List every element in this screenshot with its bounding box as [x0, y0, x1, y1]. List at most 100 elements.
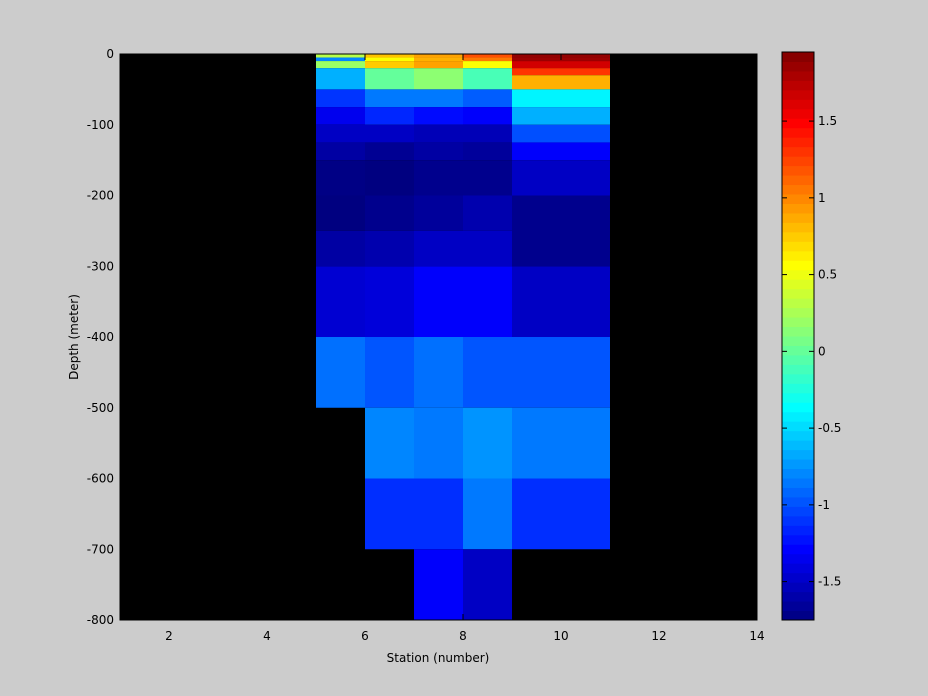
- colorbar-band: [782, 269, 814, 280]
- heatmap-cell: [463, 407, 512, 479]
- heatmap-cell: [365, 54, 414, 58]
- colorbar-band: [782, 260, 814, 271]
- heatmap-cell: [365, 61, 414, 69]
- heatmap-cell: [414, 142, 463, 161]
- x-tick-label: 14: [749, 629, 764, 643]
- heatmap-cell: [463, 107, 512, 125]
- heatmap-cell: [414, 549, 463, 620]
- colorbar-band: [782, 250, 814, 261]
- heatmap-cell: [512, 160, 610, 196]
- heatmap-cell: [512, 266, 610, 337]
- colorbar-band: [782, 127, 814, 138]
- heatmap-cell: [463, 57, 512, 62]
- colorbar-tick-label: -1.5: [818, 575, 841, 589]
- colorbar-band: [782, 430, 814, 441]
- colorbar-band: [782, 563, 814, 574]
- colorbar-band: [782, 459, 814, 470]
- heatmap-cell: [512, 407, 610, 479]
- colorbar-band: [782, 572, 814, 583]
- y-tick-label: -500: [87, 401, 114, 415]
- y-axis-label: Depth (meter): [67, 294, 81, 380]
- heatmap-cell: [316, 61, 365, 69]
- heatmap-cell: [512, 195, 610, 267]
- colorbar-band: [782, 591, 814, 602]
- heatmap-cell: [512, 75, 610, 90]
- heatmap-cell: [316, 142, 365, 161]
- colorbar-band: [782, 118, 814, 129]
- heatmap-cell: [463, 54, 512, 58]
- colorbar-band: [782, 288, 814, 299]
- x-tick-label: 4: [263, 629, 271, 643]
- colorbar-band: [782, 156, 814, 167]
- heatmap-cell: [414, 68, 463, 90]
- heatmap-cell: [414, 107, 463, 125]
- colorbar-band: [782, 80, 814, 91]
- colorbar-band: [782, 146, 814, 157]
- heatmap-cell: [316, 266, 365, 337]
- colorbar-band: [782, 515, 814, 526]
- colorbar-band: [782, 383, 814, 394]
- heatmap-cell: [463, 478, 512, 550]
- heatmap-cell: [512, 142, 610, 161]
- colorbar-band: [782, 326, 814, 337]
- colorbar-band: [782, 70, 814, 81]
- heatmap-cell: [463, 337, 512, 408]
- colorbar-band: [782, 99, 814, 110]
- colorbar-band: [782, 525, 814, 536]
- y-tick-label: -400: [87, 330, 114, 344]
- heatmap-cell: [463, 230, 512, 267]
- heatmap-cell: [414, 124, 463, 143]
- heatmap-cell: [463, 68, 512, 90]
- colorbar-band: [782, 468, 814, 479]
- heatmap-cells: [316, 54, 610, 620]
- colorbar-band: [782, 61, 814, 72]
- y-axis-ticks: 0 -100 -200 -300 -400 -500 -600 -700 -800: [87, 47, 757, 627]
- colorbar-band: [782, 553, 814, 564]
- colorbar-tick-label: 1: [818, 191, 826, 205]
- heatmap-cell: [316, 160, 365, 196]
- heatmap-cell: [414, 266, 463, 337]
- x-tick-label: 2: [165, 629, 173, 643]
- y-tick-label: -100: [87, 118, 114, 132]
- colorbar-band: [782, 354, 814, 365]
- heatmap-cell: [414, 89, 463, 108]
- heatmap-cell: [414, 195, 463, 231]
- colorbar-band: [782, 345, 814, 356]
- heatmap-cell: [512, 124, 610, 143]
- heatmap-cell: [316, 230, 365, 267]
- heatmap-cell: [316, 89, 365, 108]
- colorbar-band: [782, 165, 814, 176]
- heatmap-cell: [512, 68, 610, 76]
- colorbar-band: [782, 52, 814, 62]
- heatmap-cell: [414, 54, 463, 58]
- heatmap-cell: [365, 57, 414, 62]
- colorbar-band: [782, 506, 814, 517]
- heatmap-cell: [512, 89, 610, 108]
- colorbar-band: [782, 212, 814, 223]
- heatmap-cell: [365, 407, 414, 479]
- colorbar-band: [782, 402, 814, 413]
- heatmap-cell: [512, 61, 610, 69]
- colorbar-frame: [781, 51, 815, 621]
- heatmap-cell: [365, 68, 414, 90]
- y-tick-label: -300: [87, 259, 114, 273]
- heatmap-cell: [316, 68, 365, 90]
- colorbar-band: [782, 175, 814, 186]
- x-axis-ticks: 2 4 6 8 10 12 14: [165, 54, 765, 643]
- colorbar-band: [782, 601, 814, 612]
- colorbar-band: [782, 440, 814, 451]
- colorbar-tick-label: 0.5: [818, 268, 837, 282]
- heatmap-cell: [414, 61, 463, 69]
- heatmap-plot-area: 2 4 6 8 10 12 14 0 -100 -200 -300 -400 -500 -600 -700…: [67, 47, 765, 665]
- heatmap-cell: [414, 478, 463, 550]
- colorbar-band: [782, 203, 814, 214]
- colorbar-bands: [782, 52, 814, 621]
- colorbar-band: [782, 610, 814, 621]
- heatmap-cell: [463, 195, 512, 231]
- colorbar-band: [782, 336, 814, 346]
- x-tick-label: 6: [361, 629, 369, 643]
- colorbar-band: [782, 544, 814, 555]
- heatmap-cell: [365, 124, 414, 143]
- heatmap-cell: [316, 107, 365, 125]
- colorbar-band: [782, 231, 814, 242]
